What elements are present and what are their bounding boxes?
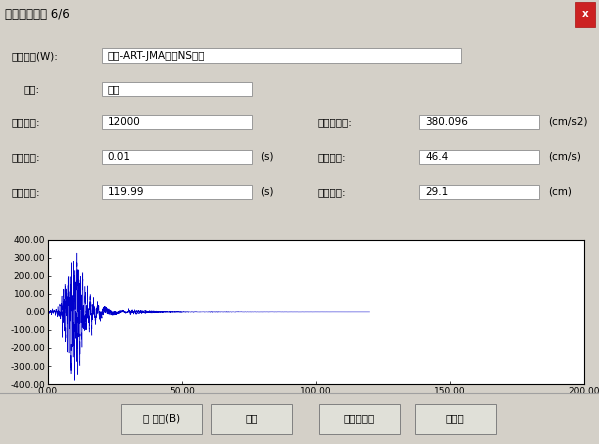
Text: 最大加速度:: 最大加速度: (317, 117, 352, 127)
Text: (cm/s2): (cm/s2) (548, 117, 588, 127)
Text: x: x (582, 9, 589, 20)
Text: 極稀-ART-JMA神戸NS位相: 極稀-ART-JMA神戸NS位相 (108, 51, 205, 61)
Text: 380.096: 380.096 (425, 117, 468, 127)
FancyBboxPatch shape (102, 115, 252, 129)
FancyBboxPatch shape (319, 404, 400, 434)
Text: 0.01: 0.01 (108, 152, 131, 162)
FancyBboxPatch shape (122, 404, 202, 434)
Text: ヘルプ: ヘルプ (446, 414, 465, 424)
FancyBboxPatch shape (102, 48, 461, 63)
Text: (cm/s): (cm/s) (548, 152, 581, 162)
FancyBboxPatch shape (419, 150, 539, 164)
Text: 完了: 完了 (246, 414, 258, 424)
FancyBboxPatch shape (211, 404, 292, 434)
Text: 地震波名(W):: 地震波名(W): (12, 51, 59, 61)
Text: 29.1: 29.1 (425, 187, 449, 197)
FancyBboxPatch shape (575, 2, 595, 27)
Text: ＜ 戻る(B): ＜ 戻る(B) (143, 414, 180, 424)
Text: 継続時間:: 継続時間: (12, 187, 41, 197)
Text: 46.4: 46.4 (425, 152, 449, 162)
Text: (cm): (cm) (548, 187, 572, 197)
Text: 12000: 12000 (108, 117, 141, 127)
FancyBboxPatch shape (102, 185, 252, 199)
Text: 最大変位:: 最大変位: (317, 187, 346, 197)
Text: 共通: 共通 (108, 84, 120, 94)
Text: データ数:: データ数: (12, 117, 41, 127)
Text: キャンセル: キャンセル (344, 414, 375, 424)
FancyBboxPatch shape (102, 150, 252, 164)
Text: 時間間隔:: 時間間隔: (12, 152, 41, 162)
Text: 最大速度:: 最大速度: (317, 152, 346, 162)
Text: (s): (s) (261, 187, 274, 197)
Text: 種別:: 種別: (24, 84, 40, 94)
FancyBboxPatch shape (415, 404, 496, 434)
FancyBboxPatch shape (419, 115, 539, 129)
Text: 地震波の情報 6/6: 地震波の情報 6/6 (5, 8, 69, 21)
Text: 119.99: 119.99 (108, 187, 144, 197)
Text: (s): (s) (261, 152, 274, 162)
FancyBboxPatch shape (419, 185, 539, 199)
FancyBboxPatch shape (102, 82, 252, 96)
